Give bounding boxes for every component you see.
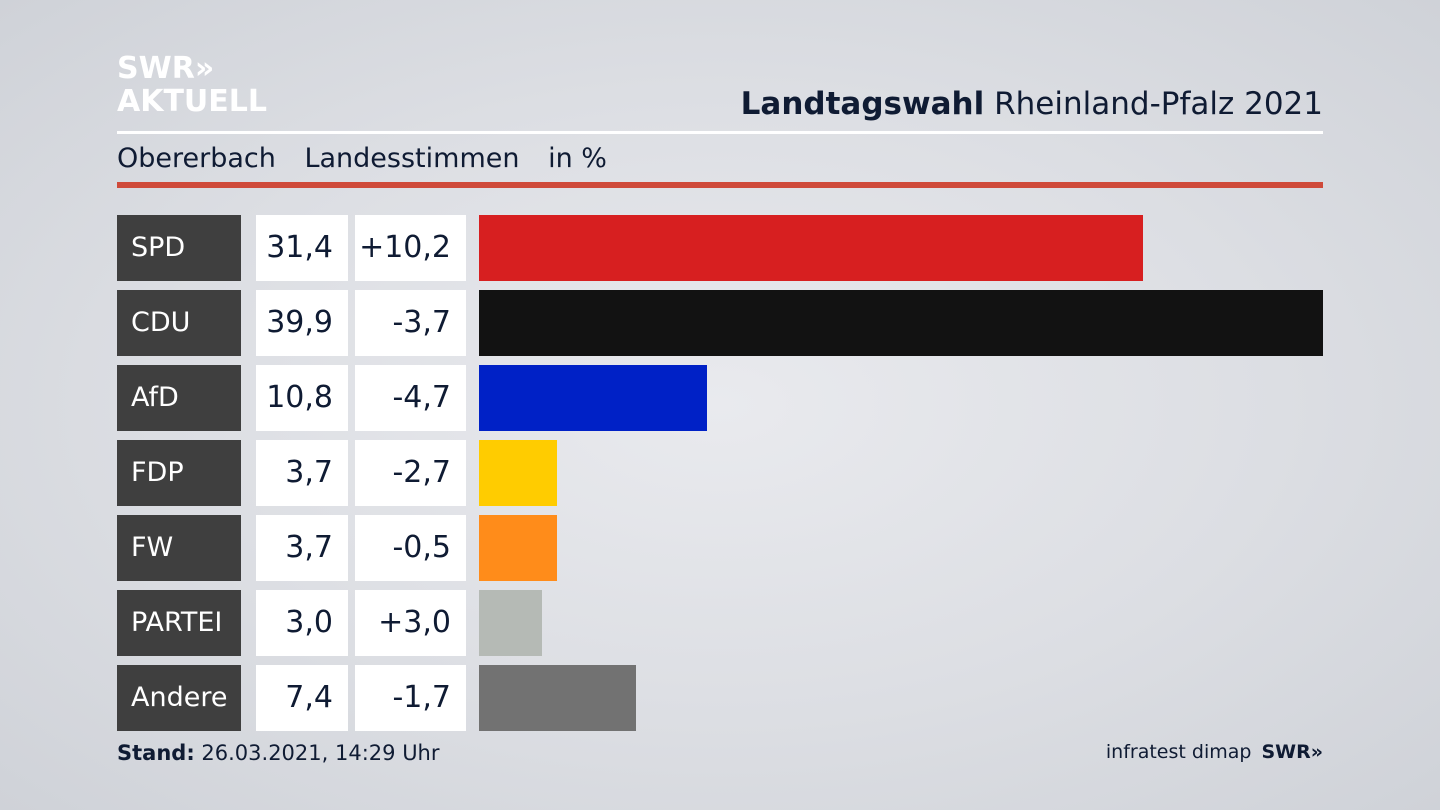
value-label: 31,4 [256,215,348,281]
bar-spd [479,215,1143,281]
place-name: Obererbach [117,143,276,174]
unit-label: in % [548,143,607,174]
brand-arrows-icon: » [1310,741,1323,763]
stand-value: 26.03.2021, 14:29 Uhr [201,741,440,765]
header-divider [117,131,1323,134]
bar-row-fw: FW 3,7 -0,5 [117,515,1323,581]
vote-type: Landesstimmen [304,143,520,174]
bar-row-andere: Andere 7,4 -1,7 [117,665,1323,731]
bar-fdp [479,440,557,506]
value-label: 3,7 [256,440,348,506]
source-credit: infratest dimap SWR» [1106,741,1323,763]
value-label: 7,4 [256,665,348,731]
timestamp: Stand: 26.03.2021, 14:29 Uhr [117,741,440,765]
bar-afd [479,365,707,431]
swr-brand-logo: SWR [1261,741,1311,763]
diff-label: +3,0 [355,590,466,656]
title-rest: Rheinland-Pfalz 2021 [994,86,1323,122]
diff-label: -2,7 [355,440,466,506]
bar-partei [479,590,542,656]
bar-row-afd: AfD 10,8 -4,7 [117,365,1323,431]
party-label: FW [117,515,241,581]
logo-line-1: SWR [117,51,195,86]
diff-label: -3,7 [355,290,466,356]
diff-label: -4,7 [355,365,466,431]
bar-row-fdp: FDP 3,7 -2,7 [117,440,1323,506]
logo-line-2: AKTUELL [117,84,268,119]
value-label: 3,0 [256,590,348,656]
diff-label: +10,2 [355,215,466,281]
bar-row-cdu: CDU 39,9 -3,7 [117,290,1323,356]
bar-row-partei: PARTEI 3,0 +3,0 [117,590,1323,656]
value-label: 39,9 [256,290,348,356]
party-label: SPD [117,215,241,281]
bar-row-spd: SPD 31,4 +10,2 [117,215,1323,281]
chart-subtitle: Obererbach Landesstimmen in % [117,143,627,174]
value-label: 3,7 [256,515,348,581]
party-label: CDU [117,290,241,356]
logo-arrows-icon: » [194,51,215,86]
swr-aktuell-logo: SWR» AKTUELL [117,54,267,117]
diff-label: -0,5 [355,515,466,581]
party-label: AfD [117,365,241,431]
bar-cdu [479,290,1323,356]
stand-label: Stand: [117,741,195,765]
party-label: Andere [117,665,241,731]
party-label: PARTEI [117,590,241,656]
diff-label: -1,7 [355,665,466,731]
accent-divider [117,182,1323,188]
chart-title: Landtagswahl Rheinland-Pfalz 2021 [741,86,1323,122]
title-bold: Landtagswahl [740,86,985,122]
bar-fw [479,515,557,581]
value-label: 10,8 [256,365,348,431]
source-name: infratest dimap [1105,741,1252,763]
party-label: FDP [117,440,241,506]
bar-andere [479,665,636,731]
